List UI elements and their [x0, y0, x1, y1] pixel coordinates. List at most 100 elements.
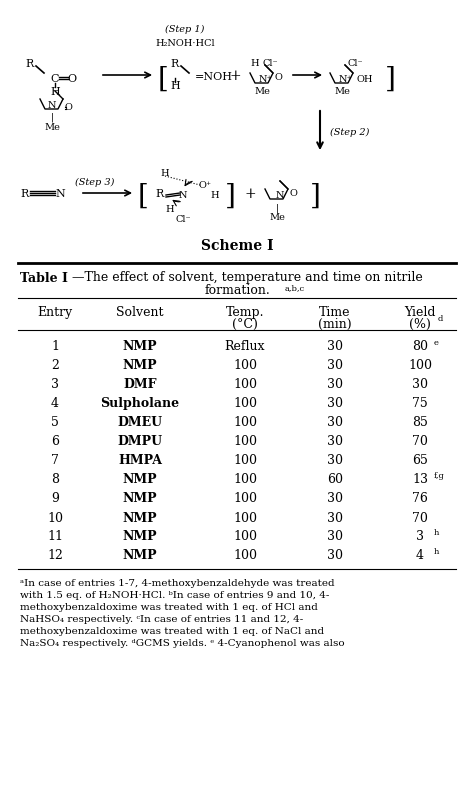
Text: 11: 11 — [47, 530, 63, 543]
Text: 1: 1 — [51, 340, 59, 353]
Text: 100: 100 — [233, 492, 257, 505]
Text: O: O — [274, 72, 282, 81]
Text: H: H — [161, 169, 169, 178]
Text: Time: Time — [319, 306, 351, 319]
Text: Table I: Table I — [20, 271, 68, 284]
Text: 4: 4 — [51, 397, 59, 410]
Text: NMP: NMP — [123, 492, 157, 505]
Text: O: O — [289, 190, 297, 198]
Text: 65: 65 — [412, 454, 428, 467]
Text: |: | — [275, 203, 279, 213]
Text: Temp.: Temp. — [226, 306, 264, 319]
Text: N⁺: N⁺ — [338, 75, 352, 84]
Text: 76: 76 — [412, 492, 428, 505]
Text: 100: 100 — [233, 435, 257, 448]
Text: 30: 30 — [327, 548, 343, 562]
Text: (Step 1): (Step 1) — [165, 24, 205, 34]
Text: 100: 100 — [233, 397, 257, 410]
Text: O⁺: O⁺ — [199, 181, 211, 190]
Text: e: e — [434, 339, 439, 347]
Text: methoxybenzaldoxime was treated with 1 eq. of NaCl and: methoxybenzaldoxime was treated with 1 e… — [20, 626, 324, 635]
Text: methoxybenzaldoxime was treated with 1 eq. of HCl and: methoxybenzaldoxime was treated with 1 e… — [20, 602, 318, 611]
Text: 9: 9 — [51, 492, 59, 505]
Text: O: O — [64, 104, 72, 112]
Text: 5: 5 — [51, 416, 59, 429]
Text: ]: ] — [225, 182, 236, 210]
Text: 70: 70 — [412, 511, 428, 524]
Text: Me: Me — [44, 122, 60, 132]
Text: |: | — [50, 112, 54, 121]
Text: Scheme I: Scheme I — [201, 238, 273, 253]
Text: (°C): (°C) — [232, 317, 258, 330]
Text: =NOH: =NOH — [195, 72, 233, 82]
Text: 4: 4 — [416, 548, 424, 562]
Text: R: R — [21, 189, 29, 199]
Text: Cl⁻: Cl⁻ — [175, 214, 191, 223]
Text: Me: Me — [254, 88, 270, 96]
Text: h: h — [434, 548, 439, 556]
Text: NMP: NMP — [123, 473, 157, 486]
Text: H₂NOH·HCl: H₂NOH·HCl — [155, 39, 215, 48]
Text: NMP: NMP — [123, 340, 157, 353]
Text: H: H — [210, 191, 219, 200]
Text: DMF: DMF — [123, 378, 157, 391]
Text: +: + — [229, 69, 241, 83]
Text: —The effect of solvent, temperature and time on nitrile: —The effect of solvent, temperature and … — [72, 271, 423, 284]
Text: 30: 30 — [327, 454, 343, 467]
Text: 30: 30 — [327, 530, 343, 543]
Text: HMPA: HMPA — [118, 454, 162, 467]
Text: Sulpholane: Sulpholane — [100, 397, 180, 410]
Text: N⁺: N⁺ — [258, 75, 272, 84]
Text: 100: 100 — [233, 530, 257, 543]
Text: with 1.5 eq. of H₂NOH·HCl. ᵇIn case of entries 9 and 10, 4-: with 1.5 eq. of H₂NOH·HCl. ᵇIn case of e… — [20, 590, 329, 599]
Text: [: [ — [137, 182, 148, 210]
Text: H: H — [166, 204, 174, 214]
Text: 3: 3 — [51, 378, 59, 391]
Text: 10: 10 — [47, 511, 63, 524]
Text: 3: 3 — [416, 530, 424, 543]
Text: O: O — [67, 74, 77, 84]
Text: +: + — [244, 187, 256, 201]
Text: Entry: Entry — [37, 306, 73, 319]
Text: N: N — [48, 101, 56, 110]
Text: h: h — [434, 528, 439, 536]
Text: ]: ] — [384, 65, 395, 92]
Text: 80: 80 — [412, 340, 428, 353]
Text: NaHSO₄ respectively. ᶜIn case of entries 11 and 12, 4-: NaHSO₄ respectively. ᶜIn case of entries… — [20, 614, 303, 623]
Text: 100: 100 — [233, 548, 257, 562]
Text: (%): (%) — [409, 317, 431, 330]
Text: 100: 100 — [233, 511, 257, 524]
Text: R: R — [156, 189, 164, 199]
Text: DMEU: DMEU — [118, 416, 163, 429]
Text: OH: OH — [357, 75, 374, 84]
Text: 70: 70 — [412, 435, 428, 448]
Text: 100: 100 — [233, 473, 257, 486]
Text: [: [ — [157, 65, 168, 92]
Text: 30: 30 — [327, 511, 343, 524]
Text: 7: 7 — [51, 454, 59, 467]
Text: N: N — [55, 189, 65, 199]
Text: f,g: f,g — [434, 471, 445, 479]
Text: R: R — [171, 59, 179, 69]
Text: (Step 3): (Step 3) — [75, 177, 115, 186]
Text: 2: 2 — [51, 359, 59, 372]
Text: d: d — [438, 315, 443, 323]
Text: Me: Me — [269, 214, 285, 222]
Text: (min): (min) — [318, 317, 352, 330]
Text: formation.: formation. — [204, 284, 270, 297]
Text: 100: 100 — [233, 416, 257, 429]
Text: Reflux: Reflux — [225, 340, 265, 353]
Text: 60: 60 — [327, 473, 343, 486]
Text: 100: 100 — [233, 378, 257, 391]
Text: 75: 75 — [412, 397, 428, 410]
Text: 100: 100 — [408, 359, 432, 372]
Text: Na₂SO₄ respectively. ᵈGCMS yields. ᵉ 4-Cyanophenol was also: Na₂SO₄ respectively. ᵈGCMS yields. ᵉ 4-C… — [20, 638, 345, 647]
Text: 30: 30 — [412, 378, 428, 391]
Text: Solvent: Solvent — [116, 306, 164, 319]
Text: 30: 30 — [327, 492, 343, 505]
Text: NMP: NMP — [123, 548, 157, 562]
Text: N: N — [276, 191, 284, 200]
Text: NMP: NMP — [123, 511, 157, 524]
Text: Me: Me — [334, 88, 350, 96]
Text: a,b,c: a,b,c — [285, 283, 305, 291]
